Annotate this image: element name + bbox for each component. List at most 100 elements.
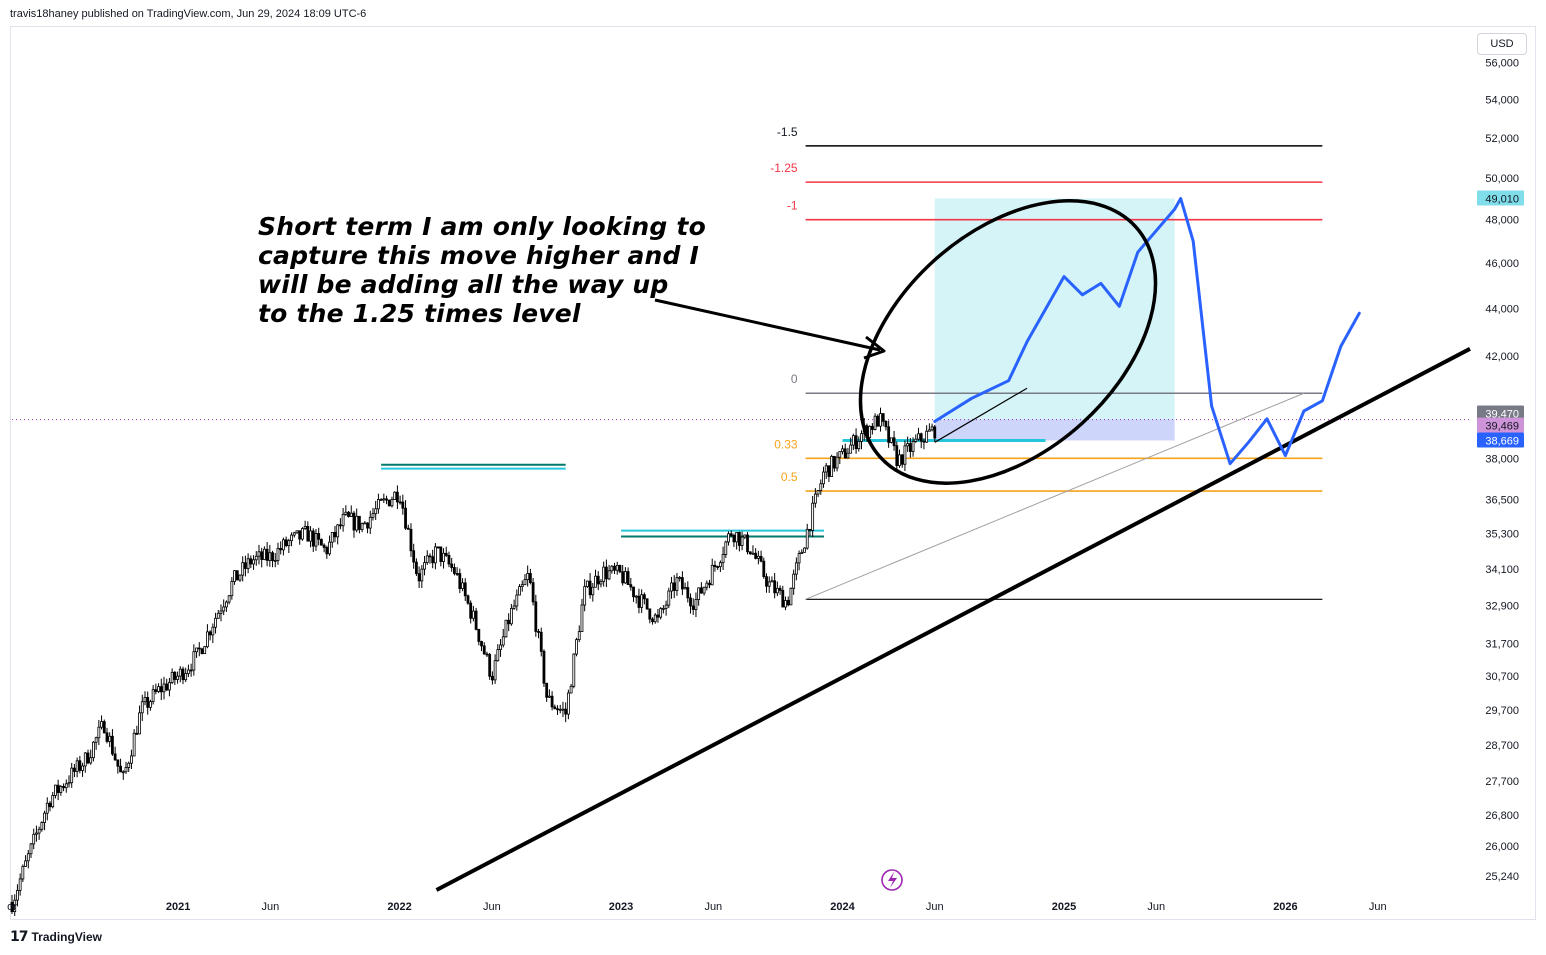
candle-body [181, 668, 185, 681]
candle-body [501, 636, 505, 646]
candle-body [613, 565, 616, 571]
candle-body [496, 649, 500, 662]
candle-body [876, 415, 880, 427]
candle-body [406, 527, 410, 530]
candle-body [314, 533, 318, 547]
candle-body [778, 587, 782, 591]
x-axis-tick-label: Jun [483, 901, 501, 913]
candle-body [195, 647, 198, 653]
candle-body [249, 558, 253, 565]
currency-button[interactable]: USD [1477, 33, 1527, 55]
y-axis-tick-label: 42,000 [1485, 351, 1519, 363]
candle-body [585, 580, 589, 587]
candle-body [187, 669, 190, 674]
candle-body [420, 568, 424, 582]
y-axis-tick-label: 27,700 [1485, 776, 1519, 788]
candle-body [480, 641, 483, 647]
candle-body [531, 582, 535, 603]
candle-body [393, 491, 397, 500]
candle-body [477, 628, 481, 642]
candle-body [520, 584, 524, 588]
candle-body [735, 532, 739, 543]
candle-body [173, 671, 177, 680]
annotation-line: Short term I am only looking to [258, 212, 706, 241]
tradingview-logo[interactable]: 17 TradingView [10, 929, 102, 945]
candle-body [200, 648, 204, 655]
x-axis-tick-label: 2023 [609, 901, 633, 913]
candle-body [349, 512, 353, 517]
candle-body [539, 631, 543, 652]
candle-body [512, 605, 516, 609]
y-axis-tick-label: 32,900 [1485, 600, 1519, 612]
candle-body [387, 499, 391, 507]
candle-body [556, 708, 559, 711]
candle-body [773, 580, 777, 594]
candle-body [729, 533, 733, 536]
candle-body [680, 577, 684, 590]
candle-body [930, 426, 934, 431]
candle-body [276, 548, 280, 561]
candle-body [409, 528, 413, 552]
candle-body [545, 682, 549, 698]
candle-body [933, 426, 937, 439]
candle-body [100, 721, 103, 728]
candle-body [471, 610, 475, 619]
candle-body [737, 532, 741, 546]
fib-level-label: -1.25 [770, 161, 798, 175]
candle-body [70, 767, 74, 784]
candle-body [748, 551, 752, 555]
candle-body [317, 533, 321, 540]
candle-body [260, 551, 264, 560]
x-axis-tick-label: or [7, 901, 17, 913]
candle-body [846, 452, 850, 459]
candle-body [203, 646, 207, 655]
candle-body [235, 570, 239, 581]
candle-body [284, 539, 288, 547]
candle-body [819, 483, 823, 491]
candle-body [588, 580, 592, 596]
candle-body [632, 586, 635, 598]
annotation-text: Short term I am only looking to capture … [258, 212, 708, 328]
candle-body [482, 645, 486, 655]
candle-body [656, 614, 660, 618]
candle-body [705, 582, 709, 588]
x-axis-tick-label: Jun [704, 901, 722, 913]
candle-body [626, 571, 630, 586]
candle-body [368, 516, 372, 529]
x-axis-tick-label: Jun [1369, 901, 1387, 913]
candle-body [881, 413, 885, 422]
candle-body [827, 465, 831, 477]
price-label-badge [1477, 190, 1524, 206]
candle-body [664, 604, 668, 609]
y-axis-tick-label: 31,700 [1485, 638, 1519, 650]
y-axis-tick-label: 52,000 [1485, 133, 1519, 145]
candle-body [102, 721, 106, 734]
candle-body [111, 735, 114, 755]
candle-body [263, 548, 266, 560]
footer-brand: TradingView [31, 930, 102, 944]
candle-body [67, 782, 71, 785]
candle-body [775, 587, 779, 594]
candle-body [697, 587, 701, 600]
candle-body [895, 445, 899, 467]
candle-body [651, 618, 654, 623]
candle-body [675, 577, 679, 591]
candle-body [575, 639, 578, 655]
candle-body [442, 552, 445, 562]
candle-body [811, 502, 815, 531]
candle-body [925, 430, 929, 443]
y-axis-tick-label: 38,000 [1485, 453, 1519, 465]
candle-body [246, 558, 250, 569]
candle-body [97, 726, 101, 739]
candle-body [887, 426, 891, 443]
candle-body [83, 752, 87, 767]
candle-body [241, 562, 245, 576]
forecast-path [933, 197, 1361, 466]
y-axis-tick-label: 56,000 [1485, 57, 1519, 69]
candle-body [64, 783, 68, 789]
candle-body [439, 546, 443, 562]
candle-body [347, 511, 350, 517]
candle-body [189, 669, 193, 672]
candle-body [208, 631, 212, 636]
